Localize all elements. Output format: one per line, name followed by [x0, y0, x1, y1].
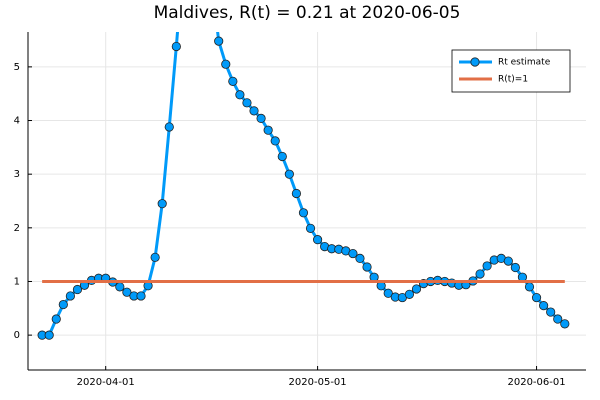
data-point [249, 106, 259, 116]
data-point [228, 76, 238, 86]
x-tick-label: 2020-04-01 [77, 377, 135, 388]
y-tick-label: 2 [14, 223, 20, 234]
data-point [482, 261, 492, 271]
data-point [235, 90, 245, 100]
data-point [524, 282, 535, 292]
chart-title: Maldives, R(t) = 0.21 at 2020-06-05 [154, 3, 461, 23]
data-point [553, 314, 563, 324]
data-point [531, 292, 542, 303]
data-point [171, 41, 181, 52]
data-point [560, 319, 570, 329]
data-point [136, 291, 146, 301]
data-point [284, 169, 294, 179]
data-point [277, 151, 287, 162]
y-tick-label: 0 [14, 330, 20, 341]
y-tick-label: 4 [14, 116, 20, 127]
data-point [256, 113, 266, 123]
data-point [58, 299, 68, 310]
data-point [242, 98, 252, 108]
data-point [539, 301, 549, 311]
data-point [404, 289, 415, 299]
x-tick-label: 2020-05-01 [289, 377, 347, 388]
data-point [157, 199, 167, 209]
y-tick-label: 3 [14, 169, 20, 180]
data-point [355, 253, 365, 264]
data-point [115, 282, 125, 292]
data-point [298, 208, 309, 218]
legend-box [451, 49, 571, 93]
legend: Rt estimate R(t)=1 [451, 49, 571, 93]
data-point [122, 287, 132, 297]
data-point [312, 235, 323, 245]
data-point [510, 262, 520, 273]
data-point [546, 307, 556, 317]
data-point [44, 330, 54, 340]
data-point [503, 256, 513, 266]
data-point [214, 36, 224, 46]
data-point [164, 122, 174, 132]
data-point [270, 136, 280, 146]
data-point [348, 248, 358, 259]
data-point [411, 284, 422, 294]
data-point [263, 125, 273, 135]
data-point [305, 223, 316, 233]
data-point [221, 59, 231, 69]
legend-label: R(t)=1 [498, 75, 528, 85]
y-tick-label: 1 [14, 276, 20, 287]
data-point [291, 188, 302, 199]
data-point [150, 252, 160, 262]
legend-label: Rt estimate [498, 58, 551, 68]
data-point [51, 314, 61, 324]
data-point [65, 291, 75, 301]
x-tick-label: 2020-06-01 [507, 377, 565, 388]
data-point [383, 288, 393, 298]
data-point [362, 262, 372, 272]
data-point [475, 269, 485, 279]
y-tick-label: 5 [14, 62, 20, 73]
plot-area [37, 32, 570, 340]
legend-marker [470, 57, 480, 67]
data-point [72, 284, 83, 295]
